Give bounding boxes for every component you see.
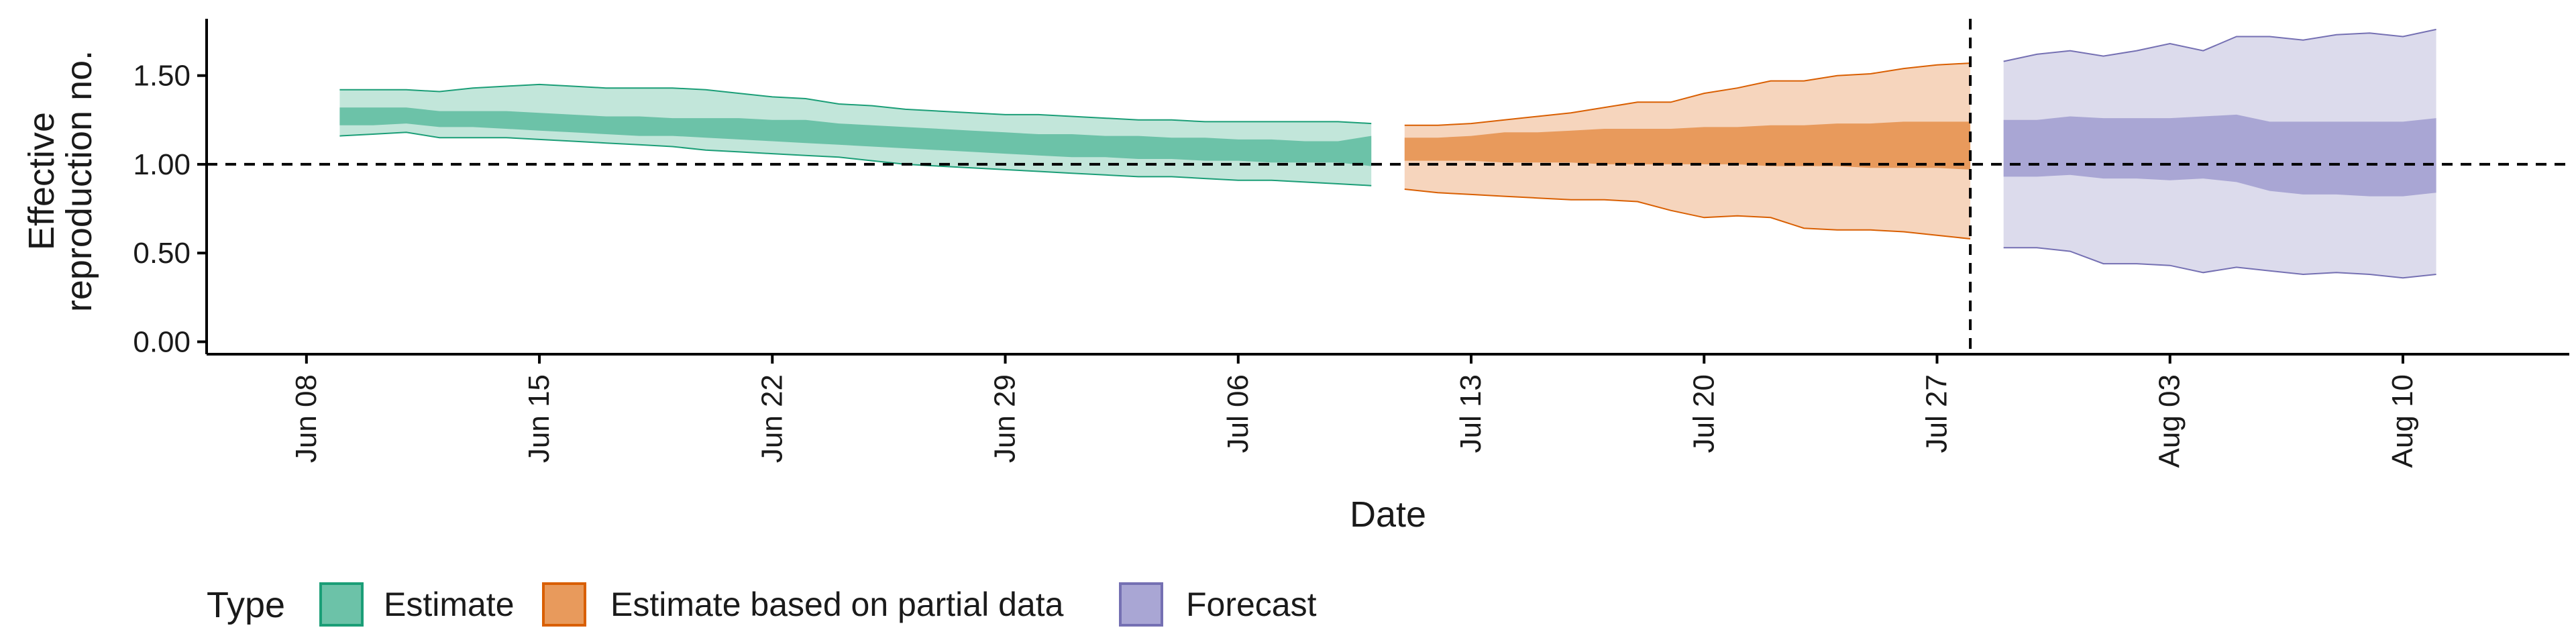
partial-band-50 [1404,121,1971,170]
x-tick-label: Aug 03 [2153,374,2186,468]
legend-label-estimate: Estimate [384,586,515,623]
legend-key-estimate [319,582,364,627]
x-tick-label: Jun 08 [290,374,323,463]
x-tick-label: Jun 29 [989,374,1022,463]
x-tick-label: Jul 20 [1687,374,1720,453]
x-tick-label: Aug 10 [2386,374,2419,468]
series-bands [339,28,2436,279]
legend-key-partial [542,582,586,627]
x-axis-title: Date [1350,494,1426,535]
legend-title: Type [207,585,285,625]
legend-label-partial: Estimate based on partial data [610,586,1064,623]
forecast-lower-edge [2003,247,2436,279]
y-tick-label: 0.00 [133,325,191,358]
series-estimate [339,83,1372,186]
y-axis-title-line-1: Effective [21,112,62,250]
y-axis-title: Effective reproduction no. [21,50,99,312]
y-tick-label: 0.50 [133,237,191,270]
legend-key-forecast [1119,582,1163,627]
y-tick-label: 1.50 [133,60,191,93]
forecast-upper-edge [2003,28,2436,62]
x-tick-label: Jun 22 [755,374,788,463]
x-tick-label: Jul 27 [1921,374,1953,453]
series-partial [1404,62,1971,239]
partial-upper-edge [1404,62,1971,126]
partial-lower-edge [1404,189,1971,239]
y-tick-label: 1.00 [133,148,191,181]
forecast-band-50 [2003,114,2436,197]
legend-label-forecast: Forecast [1186,586,1317,623]
x-tick-label: Jul 06 [1222,374,1254,453]
x-tick-label: Jun 15 [523,374,555,463]
estimate-upper-edge [339,83,1372,125]
x-tick-label: Jul 13 [1454,374,1487,453]
x-ticks: Jun 08 Jun 15 Jun 22 Jun 29 Jul 06 Jul 13 Jul … [290,354,2419,468]
estimate-lower-edge [339,131,1372,186]
y-ticks: 0.00 0.50 1.00 1.50 [133,60,207,358]
series-forecast [2003,28,2436,279]
estimate-band-50 [339,107,1372,166]
legend: Type Estimate Estimate based on partial … [207,582,1317,627]
y-axis-title-line-2: reproduction no. [59,50,99,312]
